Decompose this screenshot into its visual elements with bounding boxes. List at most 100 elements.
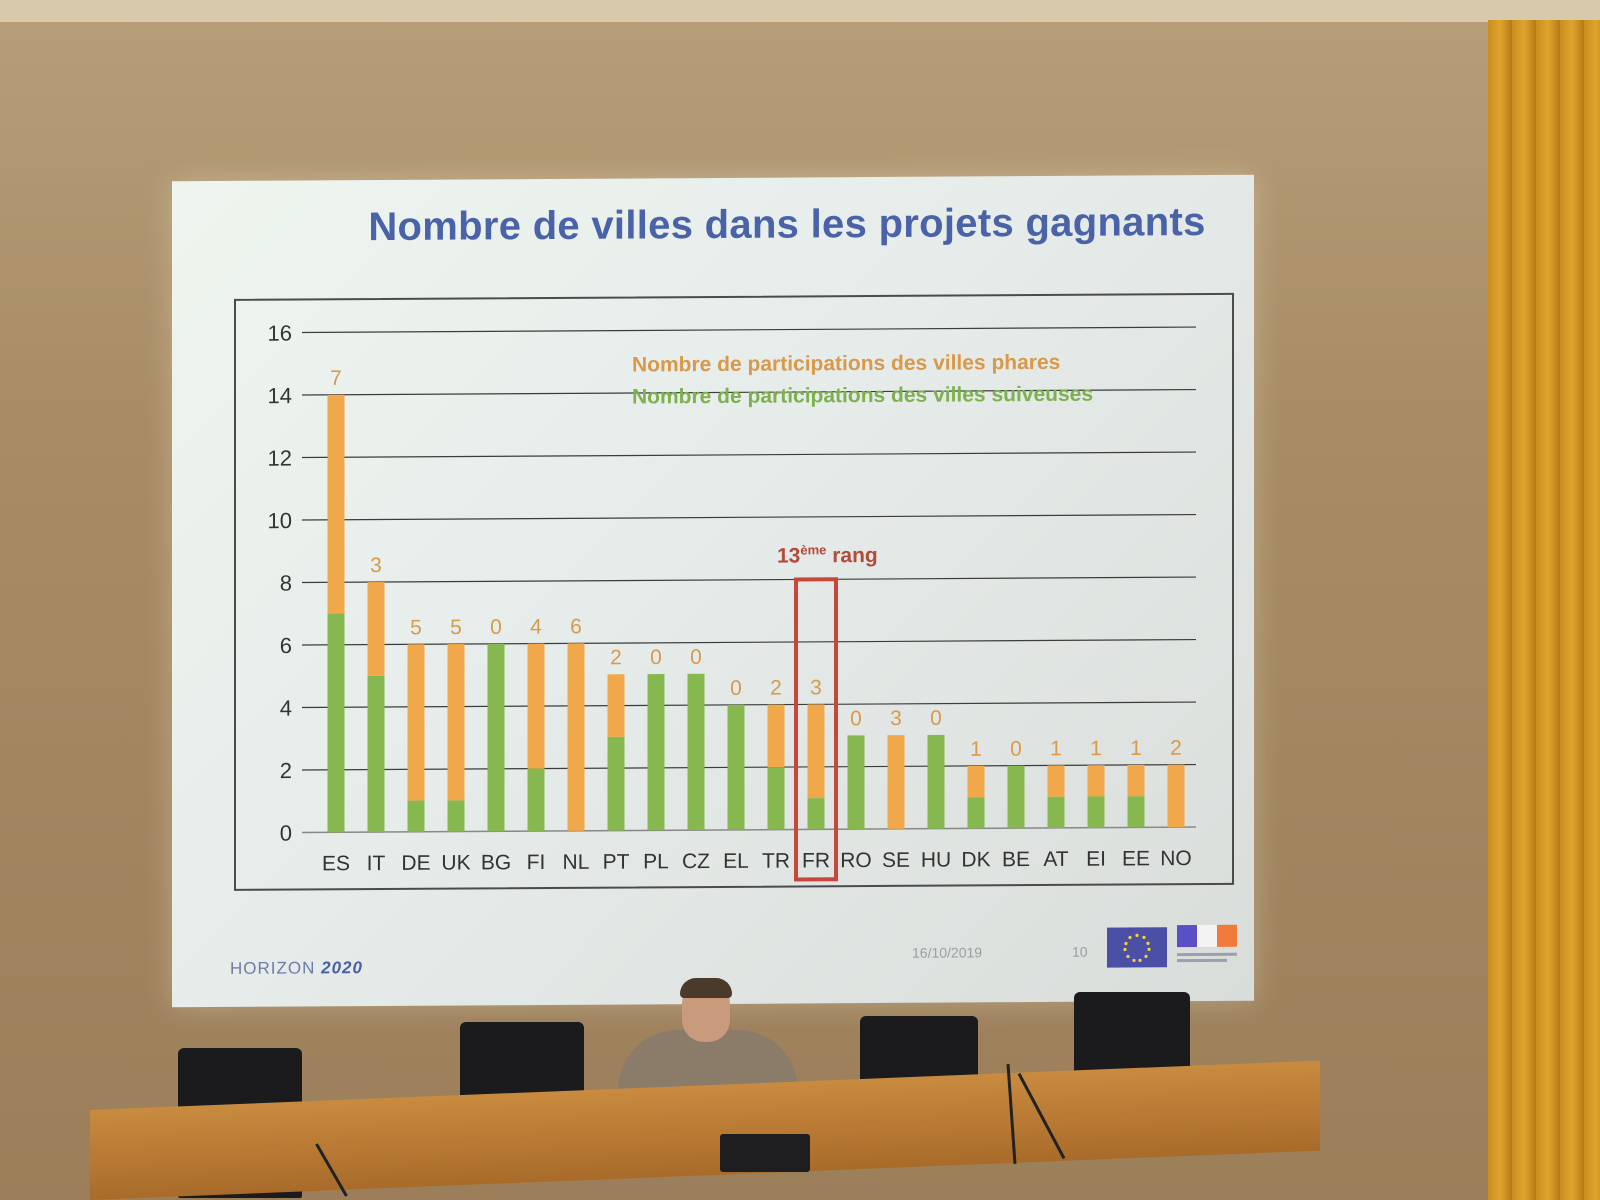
rank-superscript: ème — [800, 542, 827, 558]
bar-suiveuses-RO — [847, 735, 865, 830]
bar-phares-AT — [1047, 765, 1065, 797]
data-label-BG: 0 — [490, 616, 502, 639]
x-tick-label-PL: PL — [643, 850, 669, 873]
data-label-AT: 1 — [1050, 737, 1062, 760]
bar-suiveuses-AT — [1047, 796, 1065, 828]
data-label-PL: 0 — [650, 646, 662, 669]
bar-phares-ES — [327, 394, 345, 614]
y-tick-label: 4 — [280, 696, 292, 721]
bar-suiveuses-HU — [927, 734, 945, 829]
bar-suiveuses-BE — [1007, 765, 1025, 829]
bar-suiveuses-EI — [1087, 796, 1105, 828]
bar-phares-FR — [807, 704, 825, 799]
speaker-hair — [680, 978, 732, 998]
x-tick-label-CZ: CZ — [682, 850, 710, 873]
data-label-EL: 0 — [730, 677, 742, 700]
bar-phares-FI — [527, 643, 545, 769]
x-tick-label-DE: DE — [401, 852, 430, 875]
gridline-10 — [302, 513, 1196, 521]
eu-flag-icon — [1107, 927, 1167, 968]
data-label-RO: 0 — [850, 707, 862, 730]
legend-suiveuses: Nombre de participations des villes suiv… — [632, 382, 1094, 409]
bar-suiveuses-TR — [767, 767, 785, 830]
bar-suiveuses-ES — [327, 613, 345, 833]
x-tick-label-BG: BG — [481, 851, 511, 874]
x-tick-label-ES: ES — [322, 852, 350, 875]
bar-suiveuses-IT — [367, 675, 385, 833]
bar-suiveuses-DE — [407, 800, 425, 832]
gridline-4 — [302, 701, 1196, 709]
data-label-EE: 1 — [1130, 737, 1142, 760]
stage-curtain — [1488, 20, 1600, 1200]
data-label-ES: 7 — [330, 367, 342, 390]
x-tick-label-UK: UK — [441, 851, 470, 874]
rank-word: rang — [832, 543, 878, 568]
x-tick-label-EL: EL — [723, 850, 749, 873]
rank-annotation: 13ème rang — [777, 542, 878, 569]
legend-phares: Nombre de participations des villes phar… — [632, 350, 1061, 377]
x-tick-label-SE: SE — [882, 849, 910, 872]
bar-suiveuses-UK — [447, 800, 465, 832]
data-label-EI: 1 — [1090, 737, 1102, 760]
x-tick-label-IT: IT — [367, 852, 386, 875]
rank-number: 13 — [777, 544, 801, 568]
horizon-2020-logo: HORIZON 2020 — [230, 958, 363, 979]
y-tick-label: 14 — [268, 383, 292, 408]
slide-date: 16/10/2019 — [912, 944, 983, 961]
data-label-FR: 3 — [810, 676, 822, 699]
bar-phares-NO — [1167, 764, 1185, 828]
bar-phares-PT — [607, 674, 625, 737]
stacked-bar-chart: 02468101214167ES3IT5DE5UK0BG4FI6NL2PT0PL… — [268, 321, 1196, 882]
data-label-PT: 2 — [610, 646, 622, 669]
gridline-6 — [302, 638, 1196, 646]
slide-title: Nombre de villes dans les projets gagnan… — [368, 199, 1206, 250]
laptop — [720, 1134, 810, 1172]
y-tick-label: 12 — [268, 446, 292, 471]
x-tick-label-NL: NL — [563, 851, 590, 874]
bar-suiveuses-EE — [1127, 796, 1145, 828]
bar-suiveuses-FI — [527, 768, 545, 832]
bar-suiveuses-PT — [607, 736, 625, 831]
x-tick-label-FI: FI — [527, 851, 546, 874]
bar-suiveuses-PL — [647, 674, 665, 831]
x-tick-label-TR: TR — [762, 850, 790, 873]
bar-phares-DE — [407, 644, 425, 801]
bar-suiveuses-BG — [487, 643, 505, 832]
bar-suiveuses-EL — [727, 704, 745, 830]
ceiling — [0, 0, 1600, 22]
logo-text-year: 2020 — [321, 958, 363, 978]
x-tick-label-RO: RO — [840, 849, 871, 872]
data-label-FI: 4 — [530, 616, 542, 639]
bar-phares-EI — [1087, 765, 1105, 797]
bar-phares-UK — [447, 644, 465, 801]
x-tick-label-AT: AT — [1043, 848, 1068, 871]
gridline-16 — [302, 326, 1196, 334]
gridline-12 — [302, 451, 1196, 459]
chart-frame: 0 2 4 6 8 10 12 14 16 7 ES 3 IT 5 DE 5 UK 0 BG 4 FI 6 NL 2 PT 0 PL… — [234, 292, 1234, 891]
data-label-NO: 2 — [1170, 737, 1182, 760]
bar-phares-SE — [887, 735, 905, 829]
x-tick-label-HU: HU — [921, 849, 951, 872]
bar-suiveuses-FR — [807, 798, 825, 830]
data-label-TR: 2 — [770, 677, 782, 700]
x-tick-label-EI: EI — [1086, 848, 1106, 871]
data-label-BE: 0 — [1010, 738, 1022, 761]
x-tick-label-DK: DK — [961, 848, 990, 871]
y-tick-label: 10 — [268, 508, 292, 533]
bar-suiveuses-DK — [967, 797, 985, 829]
y-tick-label: 0 — [280, 821, 292, 846]
data-label-DE: 5 — [410, 616, 422, 639]
x-tick-label-PT: PT — [603, 851, 630, 874]
projected-slide: Nombre de villes dans les projets gagnan… — [172, 174, 1254, 1008]
data-label-IT: 3 — [370, 554, 382, 577]
logo-text-horizon: HORIZON — [230, 958, 316, 978]
gridline-14 — [302, 388, 1196, 396]
bar-phares-DK — [967, 765, 985, 798]
gridline-8 — [302, 576, 1196, 584]
data-label-HU: 0 — [930, 707, 942, 730]
bar-phares-TR — [767, 704, 785, 768]
highlight-box-FR — [794, 577, 838, 882]
x-tick-label-FR: FR — [802, 849, 830, 872]
bar-phares-IT — [367, 582, 385, 676]
